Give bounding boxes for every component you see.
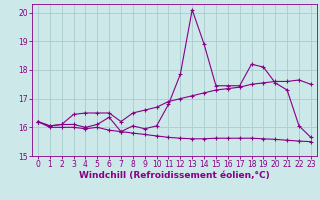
X-axis label: Windchill (Refroidissement éolien,°C): Windchill (Refroidissement éolien,°C) bbox=[79, 171, 270, 180]
